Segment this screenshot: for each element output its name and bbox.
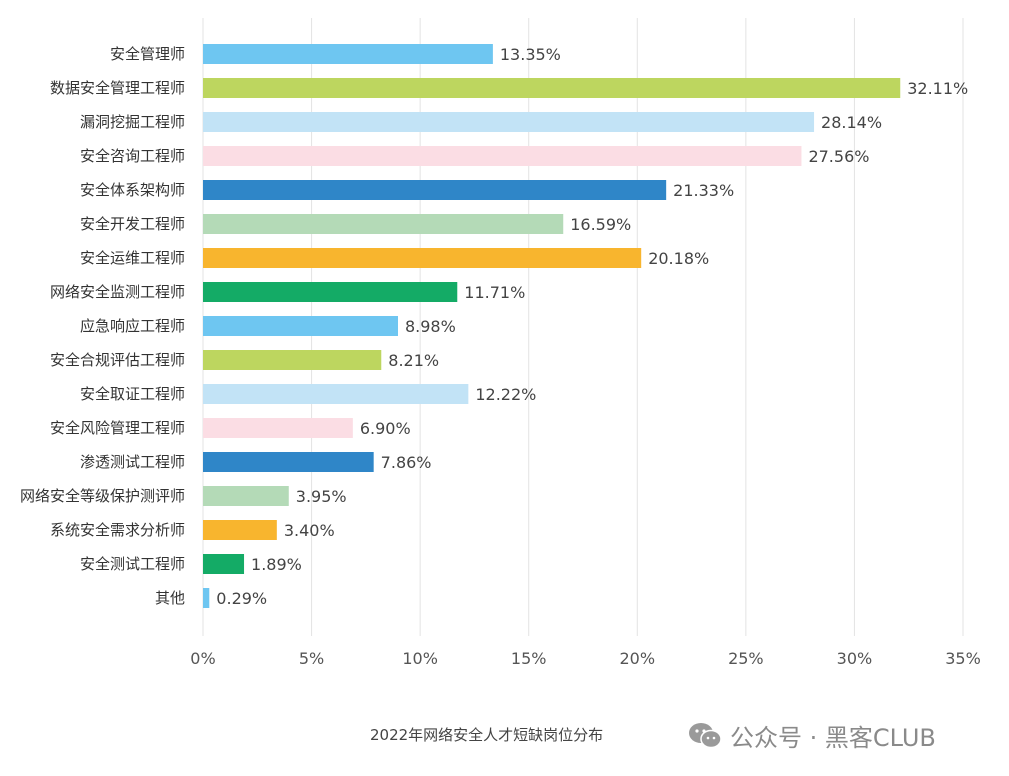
category-label: 漏洞挖掘工程师 — [80, 113, 185, 131]
value-labels: 13.35% 32.11% 28.14% 27.56% 21.33% 16.59% 20.1… — [216, 45, 968, 608]
category-label: 安全咨询工程师 — [80, 147, 185, 165]
data-label: 27.56% — [808, 147, 869, 166]
category-label: 安全测试工程师 — [80, 555, 185, 573]
bars — [203, 44, 901, 608]
data-label: 0.29% — [216, 589, 267, 608]
wechat-icon — [689, 722, 722, 748]
bar — [203, 520, 277, 540]
bar — [203, 384, 469, 404]
bar — [203, 588, 210, 608]
bar — [203, 554, 245, 574]
category-label: 应急响应工程师 — [80, 317, 185, 335]
data-label: 3.40% — [284, 521, 335, 540]
category-label: 安全开发工程师 — [80, 215, 185, 233]
data-label: 12.22% — [475, 385, 536, 404]
data-label: 13.35% — [500, 45, 561, 64]
x-tick-label: 15% — [511, 649, 547, 668]
data-label: 7.86% — [381, 453, 432, 472]
data-label: 3.95% — [296, 487, 347, 506]
x-axis-ticks: 0% 5% 10% 15% 20% 25% 30% 35% — [190, 649, 980, 668]
data-label: 32.11% — [907, 79, 968, 98]
x-tick-label: 35% — [945, 649, 981, 668]
category-label: 安全合规评估工程师 — [50, 351, 185, 369]
data-label: 20.18% — [648, 249, 709, 268]
bar — [203, 112, 815, 132]
category-label: 渗透测试工程师 — [80, 453, 185, 471]
bar — [203, 248, 642, 268]
category-label: 网络安全等级保护测评师 — [20, 487, 185, 505]
data-label: 11.71% — [464, 283, 525, 302]
category-label: 安全运维工程师 — [80, 249, 185, 267]
bar — [203, 316, 398, 336]
bar — [203, 78, 901, 98]
bar — [203, 180, 667, 200]
x-tick-label: 0% — [190, 649, 215, 668]
x-tick-label: 10% — [402, 649, 438, 668]
category-label: 安全风险管理工程师 — [50, 419, 185, 437]
data-label: 8.21% — [388, 351, 439, 370]
category-label: 安全管理师 — [110, 45, 185, 63]
x-tick-label: 25% — [728, 649, 764, 668]
data-label: 21.33% — [673, 181, 734, 200]
data-label: 1.89% — [251, 555, 302, 574]
data-label: 8.98% — [405, 317, 456, 336]
bar — [203, 418, 353, 438]
x-tick-label: 30% — [837, 649, 873, 668]
bar — [203, 44, 493, 64]
chart-caption: 2022年网络安全人才短缺岗位分布 — [370, 726, 604, 744]
bar — [203, 146, 802, 166]
data-label: 6.90% — [360, 419, 411, 438]
category-label: 网络安全监测工程师 — [50, 283, 185, 301]
watermark: 公众号 · 黑客CLUB — [688, 718, 936, 753]
category-label: 安全体系架构师 — [80, 181, 185, 199]
bar — [203, 214, 564, 234]
x-tick-label: 20% — [620, 649, 656, 668]
category-labels: 安全管理师数据安全管理工程师漏洞挖掘工程师安全咨询工程师安全体系架构师安全开发工… — [20, 45, 185, 607]
x-tick-label: 5% — [299, 649, 324, 668]
bar — [203, 350, 382, 370]
bar — [203, 452, 374, 472]
watermark-text: 公众号 · 黑客CLUB — [730, 724, 936, 752]
category-label: 其他 — [155, 589, 185, 607]
data-label: 16.59% — [570, 215, 631, 234]
bar — [203, 282, 458, 302]
category-label: 系统安全需求分析师 — [50, 521, 185, 539]
data-label: 28.14% — [821, 113, 882, 132]
category-label: 安全取证工程师 — [80, 385, 185, 403]
category-label: 数据安全管理工程师 — [50, 79, 185, 97]
bar — [203, 486, 289, 506]
